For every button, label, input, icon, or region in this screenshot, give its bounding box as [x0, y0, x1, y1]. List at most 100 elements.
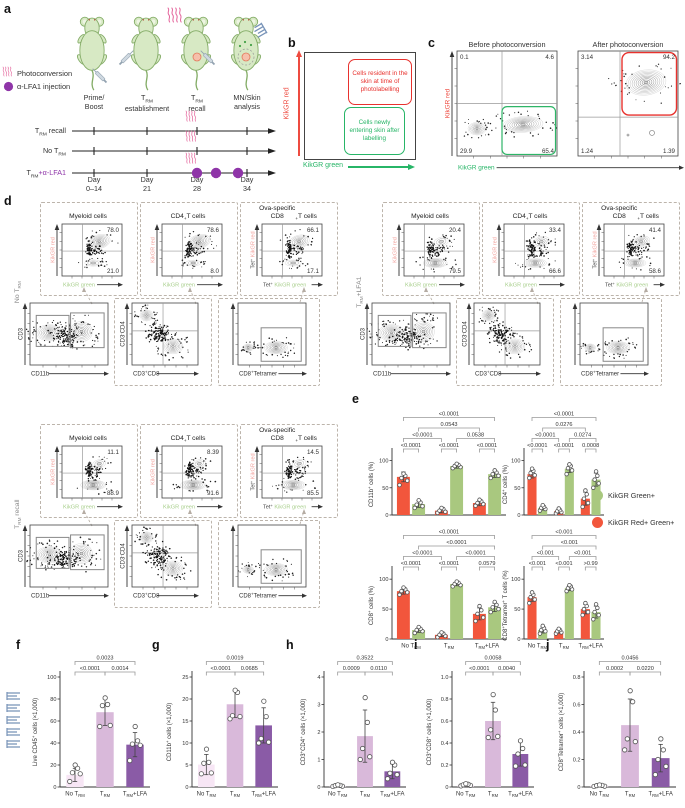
panel-label-g: g	[152, 638, 160, 652]
svg-text:100: 100	[379, 459, 388, 465]
red-swatch-icon	[592, 517, 603, 528]
svg-text:CD11b: CD11b	[373, 372, 392, 378]
svg-text:TRM​: TRM​	[488, 792, 499, 799]
chart-e1: 0 50 100 CD11b+​ cells (%) <0.0001 <0.0001 <0.…	[367, 412, 506, 519]
flow-title: CD4 + T cells	[512, 213, 548, 221]
svg-text:0.0008: 0.0008	[582, 443, 599, 449]
svg-text:<0.001: <0.001	[555, 530, 572, 536]
svg-text:Tet+​ KikGR red: Tet+​ KikGR red	[249, 231, 257, 268]
svg-text:60: 60	[50, 719, 56, 725]
svg-text:<0.0001: <0.0001	[80, 666, 100, 672]
svg-text:CD3+​CD8: CD3+​CD8	[133, 370, 160, 378]
cell-dot	[238, 44, 242, 48]
svg-text:<0.0001: <0.0001	[412, 551, 432, 557]
svg-text:17.1: 17.1	[307, 268, 320, 275]
svg-text:TRM​+LFA: TRM​+LFA	[475, 644, 499, 651]
svg-text:TRM​+LFA: TRM​+LFA	[508, 792, 532, 799]
svg-text:8.39: 8.39	[207, 449, 220, 456]
svg-text:0.2: 0.2	[441, 763, 449, 769]
flow-kikgr-plot: 78.6 8.0 KikGR red KikGR green	[151, 223, 223, 289]
svg-text:<0.0001: <0.0001	[465, 551, 485, 557]
svg-text:0: 0	[517, 513, 520, 519]
svg-text:<0.0001: <0.0001	[535, 433, 555, 439]
svg-text:<0.001: <0.001	[561, 540, 578, 546]
svg-text:CD11b+​ cells (%): CD11b+​ cells (%)	[367, 462, 375, 507]
legend-item-lfa1: α-LFA1 injection	[2, 81, 72, 92]
panel-b-xlabel: KikGR green	[303, 162, 344, 169]
photoconversion-rays-icon	[2, 66, 12, 77]
svg-text:0.0543: 0.0543	[440, 422, 457, 428]
svg-text:<0.0001: <0.0001	[527, 443, 547, 449]
flow-panel-box	[140, 202, 238, 296]
flow-panel-box	[218, 520, 320, 608]
flow-gating-cd4-cd8: CD3-​CD4 CD3+​CD8	[119, 302, 199, 378]
svg-text:0.8: 0.8	[441, 697, 449, 703]
x-axis-arrow	[348, 166, 408, 168]
svg-text:0.6: 0.6	[573, 703, 581, 709]
svg-text:No TRM​: No TRM​	[456, 792, 476, 799]
lfa1-injection-dot	[210, 167, 222, 179]
flow-title: CD4 + T cells	[170, 213, 206, 221]
day-label: Day 0–14	[86, 175, 102, 193]
x-axis-arrowhead-icon	[408, 163, 415, 170]
panel-label-e: e	[352, 392, 359, 406]
svg-text:50: 50	[382, 486, 388, 492]
flow-panel-box	[240, 202, 338, 296]
svg-text:<0.001: <0.001	[529, 561, 546, 567]
svg-text:KikGR green: KikGR green	[163, 505, 195, 511]
svg-text:0: 0	[185, 785, 188, 791]
legend-label: KikGR Green+	[608, 491, 655, 500]
svg-text:CD3: CD3	[19, 549, 25, 562]
svg-text:0.0040: 0.0040	[498, 666, 515, 672]
svg-text:1.39: 1.39	[663, 148, 676, 155]
svg-text:4: 4	[317, 675, 320, 681]
panel-label-h: h	[286, 638, 294, 652]
flow-panel-box	[382, 202, 480, 296]
svg-text:KikGR red: KikGR red	[51, 459, 57, 485]
svg-text:CD8+​Tetramer: CD8+​Tetramer	[581, 370, 619, 378]
svg-text:>0.99: >0.99	[584, 561, 598, 567]
svg-text:0.3522: 0.3522	[356, 656, 373, 662]
svg-text:<0.001: <0.001	[537, 551, 554, 557]
svg-text:KikGR red: KikGR red	[445, 88, 452, 118]
flow-gating-tetramer: CD8+​Tetramer	[572, 302, 649, 378]
panel-label-b: b	[288, 36, 296, 50]
svg-text:0.4: 0.4	[441, 741, 449, 747]
flow-after-photoconversion: 3.14 94.2 1.24 1.39	[575, 50, 681, 159]
svg-text:15: 15	[182, 719, 188, 725]
svg-text:KikGR green: KikGR green	[63, 505, 95, 511]
timeline-row-label: No TRM	[42, 146, 66, 158]
flow-gating-cd3-cd11b: CD3 CD11b	[19, 302, 109, 378]
stage-label: TRM establishment	[124, 93, 170, 114]
flow-title: Ova-specific CD8 + T cells	[601, 205, 659, 221]
flow-panel-box	[140, 424, 238, 518]
legend-label: α-LFA1 injection	[17, 82, 71, 91]
svg-text:0: 0	[317, 785, 320, 791]
svg-text:TRM​+LFA: TRM​+LFA	[648, 792, 672, 799]
purple-dot-icon	[3, 81, 14, 92]
svg-text:3: 3	[317, 703, 320, 709]
svg-text:TRM​: TRM​	[100, 792, 111, 799]
microneedle-array-icon	[6, 692, 20, 748]
svg-text:100: 100	[511, 577, 520, 583]
svg-text:<0.0001: <0.0001	[412, 433, 432, 439]
flow-kikgr-plot: 78.0 21.0 KikGR red KikGR green	[51, 223, 123, 289]
svg-text:20.4: 20.4	[449, 227, 462, 234]
svg-text:TRM​+LFA: TRM​+LFA	[578, 644, 602, 651]
svg-text:TRM​: TRM​	[625, 792, 636, 799]
svg-text:0.0538: 0.0538	[467, 433, 484, 439]
svg-text:TRM​: TRM​	[559, 644, 570, 651]
svg-text:88.9: 88.9	[107, 490, 120, 497]
svg-text:TRM​+LFA: TRM​+LFA	[380, 792, 404, 799]
svg-text:11.1: 11.1	[107, 449, 119, 456]
connector-lines	[82, 287, 306, 305]
svg-text:66.6: 66.6	[549, 268, 562, 275]
svg-text:0.0002: 0.0002	[606, 666, 623, 672]
flow-gating-cd4-cd8: CD3-​CD4 CD3+​CD8	[119, 524, 199, 600]
flow-title: Ova-specific CD8 + T cells	[259, 427, 317, 443]
svg-text:80: 80	[50, 697, 56, 703]
svg-text:1: 1	[317, 758, 320, 764]
svg-text:KikGR green: KikGR green	[163, 283, 195, 289]
stage-label: Prime/Boost	[83, 93, 105, 111]
